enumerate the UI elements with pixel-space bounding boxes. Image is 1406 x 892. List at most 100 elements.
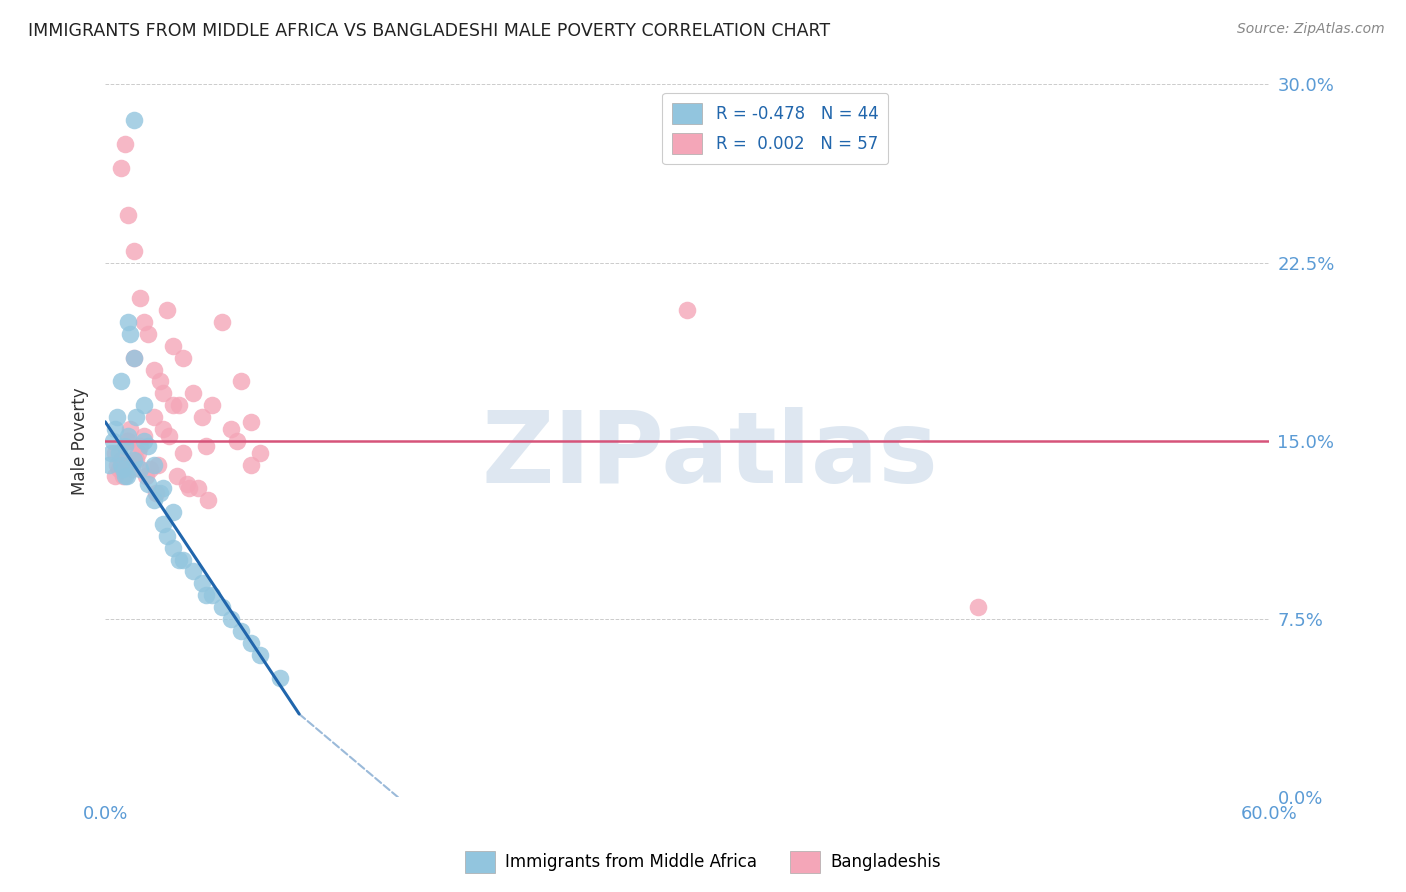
Point (229, 375, 252, 389)
Point (157, 429, 180, 443)
Point (110, 161, 132, 175)
Point (239, 458, 262, 472)
Point (117, 208, 139, 222)
Point (211, 600, 233, 615)
Point (117, 315, 139, 329)
Point (104, 422, 127, 436)
Point (111, 462, 134, 476)
Point (132, 398, 155, 412)
Point (114, 469, 136, 483)
Point (167, 552, 190, 566)
Point (191, 410, 214, 425)
Point (136, 476, 159, 491)
Point (124, 351, 146, 365)
Point (98, 458, 121, 472)
Point (110, 375, 132, 389)
Point (115, 469, 138, 483)
Point (181, 386, 204, 401)
Point (132, 429, 155, 443)
Point (136, 326, 159, 341)
Point (152, 386, 174, 401)
Point (114, 458, 136, 472)
Legend: Immigrants from Middle Africa, Bangladeshis: Immigrants from Middle Africa, Banglades… (458, 845, 948, 880)
Point (145, 486, 167, 500)
Point (166, 469, 188, 483)
Point (125, 452, 148, 467)
Point (142, 362, 165, 376)
Point (167, 398, 190, 412)
Point (156, 529, 179, 543)
Text: IMMIGRANTS FROM MIDDLE AFRICA VS BANGLADESHI MALE POVERTY CORRELATION CHART: IMMIGRANTS FROM MIDDLE AFRICA VS BANGLAD… (28, 22, 831, 40)
Point (172, 552, 194, 566)
Point (152, 516, 174, 531)
Point (162, 339, 184, 353)
Point (110, 452, 132, 467)
Point (104, 469, 127, 483)
Point (177, 481, 200, 495)
Point (100, 445, 122, 459)
Point (152, 481, 174, 495)
Point (229, 624, 252, 638)
Point (117, 434, 139, 448)
Point (172, 351, 194, 365)
Point (197, 493, 219, 508)
Point (211, 315, 233, 329)
Point (142, 410, 165, 425)
Point (135, 469, 157, 483)
Point (111, 469, 134, 483)
Point (172, 445, 194, 459)
Point (114, 438, 136, 452)
Point (124, 351, 146, 365)
Point (114, 136, 136, 151)
Point (115, 434, 138, 448)
Legend: R = -0.478   N = 44, R =  0.002   N = 57: R = -0.478 N = 44, R = 0.002 N = 57 (662, 93, 889, 164)
Point (124, 244, 146, 258)
Point (239, 415, 262, 429)
Point (201, 588, 224, 602)
Point (105, 458, 128, 472)
Point (129, 291, 152, 305)
Point (125, 410, 148, 425)
Point (136, 438, 159, 452)
Point (152, 422, 174, 436)
Point (195, 588, 218, 602)
Point (226, 434, 249, 448)
Point (124, 113, 146, 128)
Point (221, 422, 243, 436)
Point (148, 486, 170, 500)
Point (249, 445, 271, 459)
Point (117, 429, 139, 443)
Point (129, 462, 152, 476)
Point (127, 445, 149, 459)
Point (142, 458, 165, 472)
Point (201, 398, 224, 412)
Point (101, 434, 124, 448)
Point (129, 438, 152, 452)
Point (195, 438, 218, 452)
Point (967, 600, 990, 615)
Point (120, 326, 142, 341)
Point (221, 612, 243, 626)
Point (105, 410, 128, 425)
Point (191, 576, 214, 591)
Point (146, 458, 169, 472)
Point (269, 671, 291, 685)
Point (107, 445, 129, 459)
Point (110, 458, 132, 472)
Point (121, 462, 143, 476)
Point (124, 452, 146, 467)
Point (132, 434, 155, 448)
Point (162, 505, 184, 519)
Point (139, 462, 162, 476)
Point (156, 303, 179, 318)
Point (181, 565, 204, 579)
Point (148, 375, 170, 389)
Point (239, 636, 262, 650)
Text: ZIPatlas: ZIPatlas (482, 407, 939, 504)
Point (249, 648, 271, 662)
Point (176, 476, 198, 491)
Point (104, 445, 127, 459)
Point (187, 481, 209, 495)
Text: Source: ZipAtlas.com: Source: ZipAtlas.com (1237, 22, 1385, 37)
Point (162, 541, 184, 555)
